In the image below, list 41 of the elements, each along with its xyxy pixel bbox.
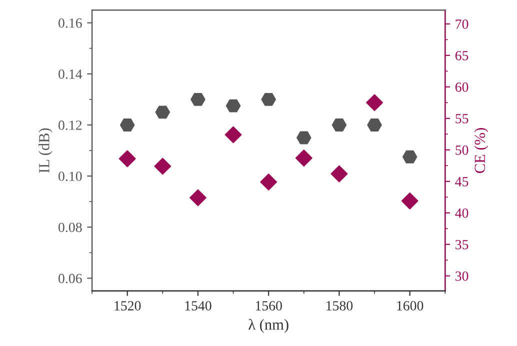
y-tick-label: 0.08 bbox=[58, 222, 82, 232]
y2-tick-label: 60 bbox=[455, 82, 468, 92]
y-tick-label: 0.14 bbox=[58, 69, 82, 79]
point bbox=[190, 92, 206, 106]
point bbox=[260, 174, 278, 190]
y2-tick-label: 55 bbox=[456, 114, 468, 124]
y2-axis-title: CE (%) bbox=[474, 128, 488, 174]
y-tick-label: 0.10 bbox=[58, 172, 82, 182]
y2-tick-label: 50 bbox=[456, 145, 468, 155]
point bbox=[332, 118, 347, 132]
x-axis-title: λ (nm) bbox=[248, 318, 288, 333]
point bbox=[154, 158, 172, 175]
y-tick-label: 0.06 bbox=[58, 274, 82, 284]
x-tick-label: 1600 bbox=[397, 301, 424, 310]
y-tick-label: 0.12 bbox=[58, 120, 82, 130]
y2-tick-label: 70 bbox=[456, 19, 468, 29]
y2-tick-label: 35 bbox=[456, 240, 468, 250]
point bbox=[401, 192, 418, 210]
point bbox=[190, 189, 206, 206]
point bbox=[261, 92, 276, 106]
y2-tick-label: 40 bbox=[455, 208, 468, 218]
y2-tick-label: 65 bbox=[455, 51, 468, 60]
point bbox=[120, 118, 135, 132]
point bbox=[118, 150, 136, 168]
x-tick-label: 1580 bbox=[326, 301, 353, 310]
point bbox=[367, 118, 382, 132]
point bbox=[296, 131, 312, 144]
y-tick-label: 0.16 bbox=[58, 18, 82, 28]
point bbox=[226, 99, 241, 112]
point bbox=[366, 94, 383, 112]
point bbox=[402, 150, 418, 164]
x-tick-label: 1560 bbox=[256, 301, 282, 310]
y-axis-title: IL (dB) bbox=[38, 128, 52, 173]
point bbox=[155, 106, 170, 119]
y2-tick-label: 30 bbox=[456, 271, 468, 281]
x-tick-label: 1520 bbox=[114, 301, 141, 310]
point bbox=[224, 126, 242, 144]
x-tick-label: 1540 bbox=[185, 301, 212, 310]
y2-tick-label: 45 bbox=[455, 177, 468, 186]
point bbox=[295, 150, 312, 167]
point bbox=[330, 165, 348, 182]
